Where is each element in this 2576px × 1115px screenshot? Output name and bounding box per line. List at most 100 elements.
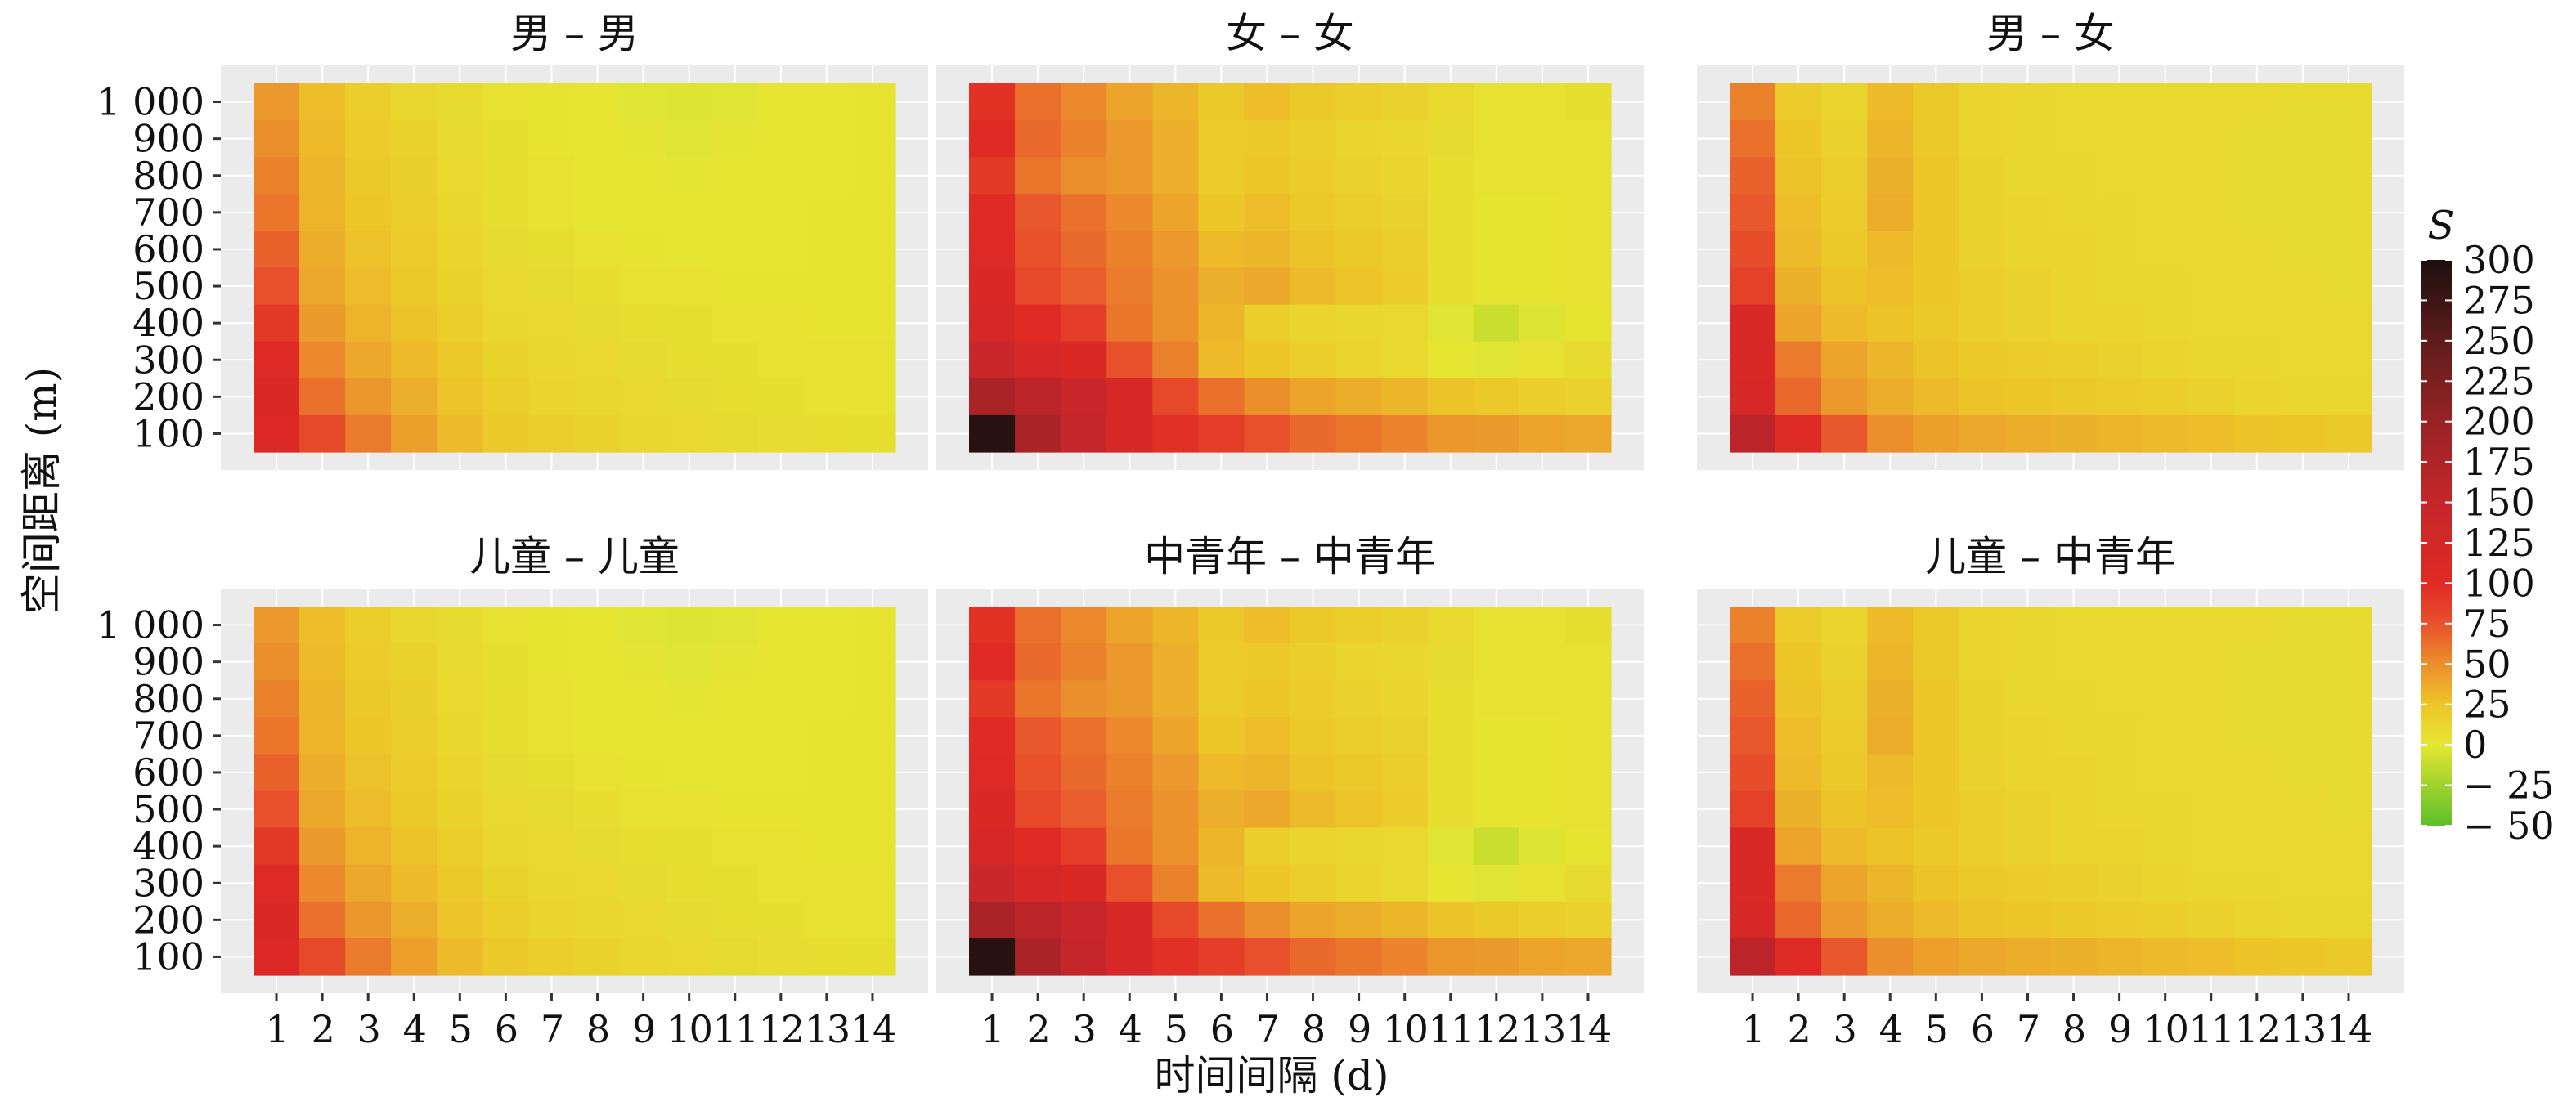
heatmap-cell [1015,754,1061,792]
heatmap-cell [2279,83,2327,121]
heatmap-cell [2050,827,2098,866]
heatmap-cell [1106,341,1153,379]
heatmap-cell [1473,231,1520,269]
x-tick-label: 3 [1833,1007,1856,1051]
heatmap-cell [437,790,483,829]
heatmap-cell [1473,864,1520,902]
heatmap-cell [1867,83,1914,121]
x-tick-label: 9 [632,1007,654,1051]
heatmap-cell [1244,267,1291,306]
heatmap-cell [969,231,1016,269]
heatmap-cell [969,754,1016,792]
heatmap-cell [803,267,850,306]
heatmap-cell [849,267,896,306]
heatmap-cell [345,341,392,379]
heatmap-cell [345,120,392,158]
heatmap-cell [1198,267,1245,306]
heatmap-cell [2325,938,2372,976]
heatmap-cell [1106,83,1153,121]
heatmap-cell [1959,790,2006,829]
heatmap-cell [1061,120,1107,158]
heatmap-cell [1290,938,1337,976]
heatmap-cell [574,231,622,269]
heatmap-cell [391,717,438,755]
heatmap-cell [574,341,622,379]
heatmap-cell [620,901,667,939]
heatmap-cell [1730,607,1776,644]
heatmap-cell [299,304,346,343]
heatmap-cell [391,120,438,158]
heatmap-cell [2004,680,2052,718]
heatmap-cell [1106,378,1153,416]
heatmap-cell [1335,194,1383,231]
heatmap-cell [482,231,530,269]
heatmap-cell [299,378,346,416]
heatmap-cell [1381,194,1429,231]
heatmap-cell [2004,414,2052,453]
x-tick-label: 12 [759,1007,804,1051]
y-tick-label: 800 [132,154,204,198]
heatmap-cell [1867,120,1914,158]
heatmap-cell [2233,901,2281,939]
heatmap-cell [757,341,805,379]
heatmap-cell [803,938,850,976]
heatmap-cell [849,304,896,343]
heatmap-cell [1730,717,1776,755]
heatmap-cell [666,938,713,976]
x-tick-label: 14 [2327,1007,2372,1051]
heatmap-cell [1244,864,1291,902]
panel-title: 男 – 男 [510,10,639,57]
heatmap-cell [1867,341,1914,379]
heatmap-cell [1015,864,1061,902]
legend-tick-label: 25 [2463,683,2511,727]
heatmap-cell [803,754,850,792]
heatmap-cell [1427,754,1474,792]
heatmap-cell [1913,83,1959,121]
heatmap-cell [2233,827,2281,866]
heatmap-cell [254,231,300,269]
heatmap-cell [666,120,713,158]
heatmap-cell [666,231,713,269]
heatmap-cell [1381,864,1429,902]
heatmap-cell [1427,341,1474,379]
x-tick-label: 6 [1971,1007,1993,1051]
heatmap-cell [969,120,1016,158]
y-tick-label: 900 [132,117,204,161]
heatmap-cell [620,378,667,416]
heatmap-cell [2279,267,2327,306]
heatmap-cell [2279,680,2327,718]
heatmap-cell [2188,414,2235,453]
heatmap-cell [849,414,896,453]
heatmap-cell [2050,194,2098,231]
heatmap-cell [1867,304,1914,343]
heatmap-cell [2142,790,2189,829]
heatmap-cell [2279,341,2327,379]
heatmap-cell [1867,157,1914,195]
heatmap-cell [1152,157,1199,195]
heatmap-cell [2233,378,2281,416]
heatmap-cell [1730,194,1776,231]
heatmap-cell [391,827,438,866]
heatmap-cell [711,120,759,158]
heatmap-cell [1290,754,1337,792]
heatmap-cell [299,607,346,644]
heatmap-cell [1867,643,1914,681]
heatmap-cell [299,827,346,866]
heatmap-cell [2233,643,2281,681]
heatmap-cell [528,304,576,343]
heatmap-cell [2188,901,2235,939]
heatmap-cell [2188,267,2235,306]
heatmap-cell [2050,754,2098,792]
heatmap-cell [2096,157,2143,195]
heatmap-cell [299,120,346,158]
heatmap-cell [1061,83,1107,121]
heatmap-cell [1913,414,1959,453]
heatmap-cell [1152,341,1199,379]
heatmap-panel: 儿童 – 中青年 [1697,533,2404,993]
heatmap-cell [711,231,759,269]
y-tick-label: 1 000 [96,603,204,647]
x-axis-title: 时间间隔 (d) [1155,1052,1389,1099]
heatmap-cell [1473,754,1520,792]
heatmap-cell [391,157,438,195]
